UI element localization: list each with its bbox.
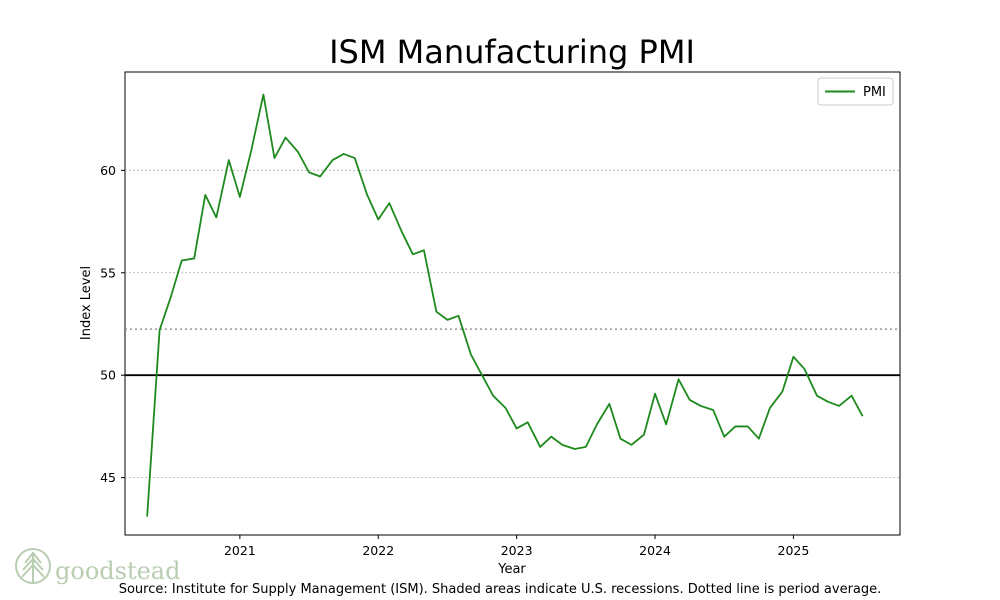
x-tick-label: 2025 <box>778 543 810 558</box>
data-point <box>515 427 518 430</box>
data-point <box>308 171 311 174</box>
data-point <box>388 202 391 205</box>
data-point <box>550 435 553 438</box>
data-point <box>457 314 460 317</box>
data-point <box>850 394 853 397</box>
data-point <box>768 406 771 409</box>
data-point <box>504 406 507 409</box>
data-point <box>642 433 645 436</box>
data-point <box>469 353 472 356</box>
data-point <box>746 425 749 428</box>
brand-name: goodstead <box>55 557 180 585</box>
y-tick-label: 55 <box>100 265 116 280</box>
data-point <box>204 193 207 196</box>
tree-icon <box>15 548 51 584</box>
data-point <box>273 157 276 160</box>
data-point <box>803 368 806 371</box>
data-point <box>158 329 161 332</box>
data-point <box>193 257 196 260</box>
data-point <box>584 445 587 448</box>
data-point <box>573 447 576 450</box>
data-point <box>331 159 334 162</box>
axis-ticks: 45 50 55 60 2021 2022 2023 2024 2025 <box>100 163 809 558</box>
data-point <box>377 218 380 221</box>
data-point <box>353 157 356 160</box>
goodstead-logo: goodstead <box>15 548 180 585</box>
source-note: Source: Institute for Supply Management … <box>119 582 882 597</box>
plot-area <box>124 71 901 536</box>
data-point <box>227 159 230 162</box>
data-point <box>630 443 633 446</box>
data-point <box>422 249 425 252</box>
data-point <box>665 423 668 426</box>
y-tick-label: 50 <box>100 368 116 383</box>
data-point <box>781 390 784 393</box>
legend-label-pmi: PMI <box>863 85 886 100</box>
data-point <box>319 175 322 178</box>
data-point <box>180 259 183 262</box>
data-point <box>757 437 760 440</box>
data-point <box>400 230 403 233</box>
reference-lines <box>125 328 900 377</box>
legend-box <box>817 77 894 106</box>
data-point <box>861 415 864 418</box>
data-point <box>815 394 818 397</box>
data-point <box>734 425 737 428</box>
data-point <box>723 435 726 438</box>
data-point <box>249 150 252 153</box>
data-point <box>712 409 715 412</box>
data-point <box>238 195 241 198</box>
data-point <box>366 193 369 196</box>
x-tick-label: 2024 <box>639 543 671 558</box>
series-line-pmi <box>146 93 864 517</box>
y-axis-label: Index Level <box>79 266 94 340</box>
data-point <box>492 394 495 397</box>
data-point <box>262 93 265 96</box>
data-point <box>526 421 529 424</box>
data-point <box>827 400 830 403</box>
data-point <box>411 253 414 256</box>
x-tick-label: 2021 <box>224 543 256 558</box>
data-point <box>435 310 438 313</box>
data-point <box>561 443 564 446</box>
y-tick-label: 45 <box>100 470 116 485</box>
data-point <box>539 445 542 448</box>
data-point <box>654 392 657 395</box>
chart-title: ISM Manufacturing PMI <box>329 33 695 71</box>
data-point <box>838 404 841 407</box>
data-point <box>146 515 149 518</box>
data-point <box>342 152 345 155</box>
data-point <box>215 216 218 219</box>
data-point <box>792 355 795 358</box>
x-tick-label: 2022 <box>362 543 394 558</box>
data-point <box>284 136 287 139</box>
x-axis-label: Year <box>497 562 526 577</box>
data-point <box>595 423 598 426</box>
data-point <box>677 378 680 381</box>
x-tick-label: 2023 <box>501 543 533 558</box>
legend: PMI <box>817 77 894 106</box>
data-point <box>699 404 702 407</box>
data-point <box>619 437 622 440</box>
data-point <box>608 402 611 405</box>
y-tick-label: 60 <box>100 163 116 178</box>
data-point <box>446 318 449 321</box>
data-point <box>169 296 172 299</box>
data-point <box>296 150 299 153</box>
series-layer <box>146 93 864 518</box>
data-point <box>688 398 691 401</box>
data-point <box>481 374 484 377</box>
